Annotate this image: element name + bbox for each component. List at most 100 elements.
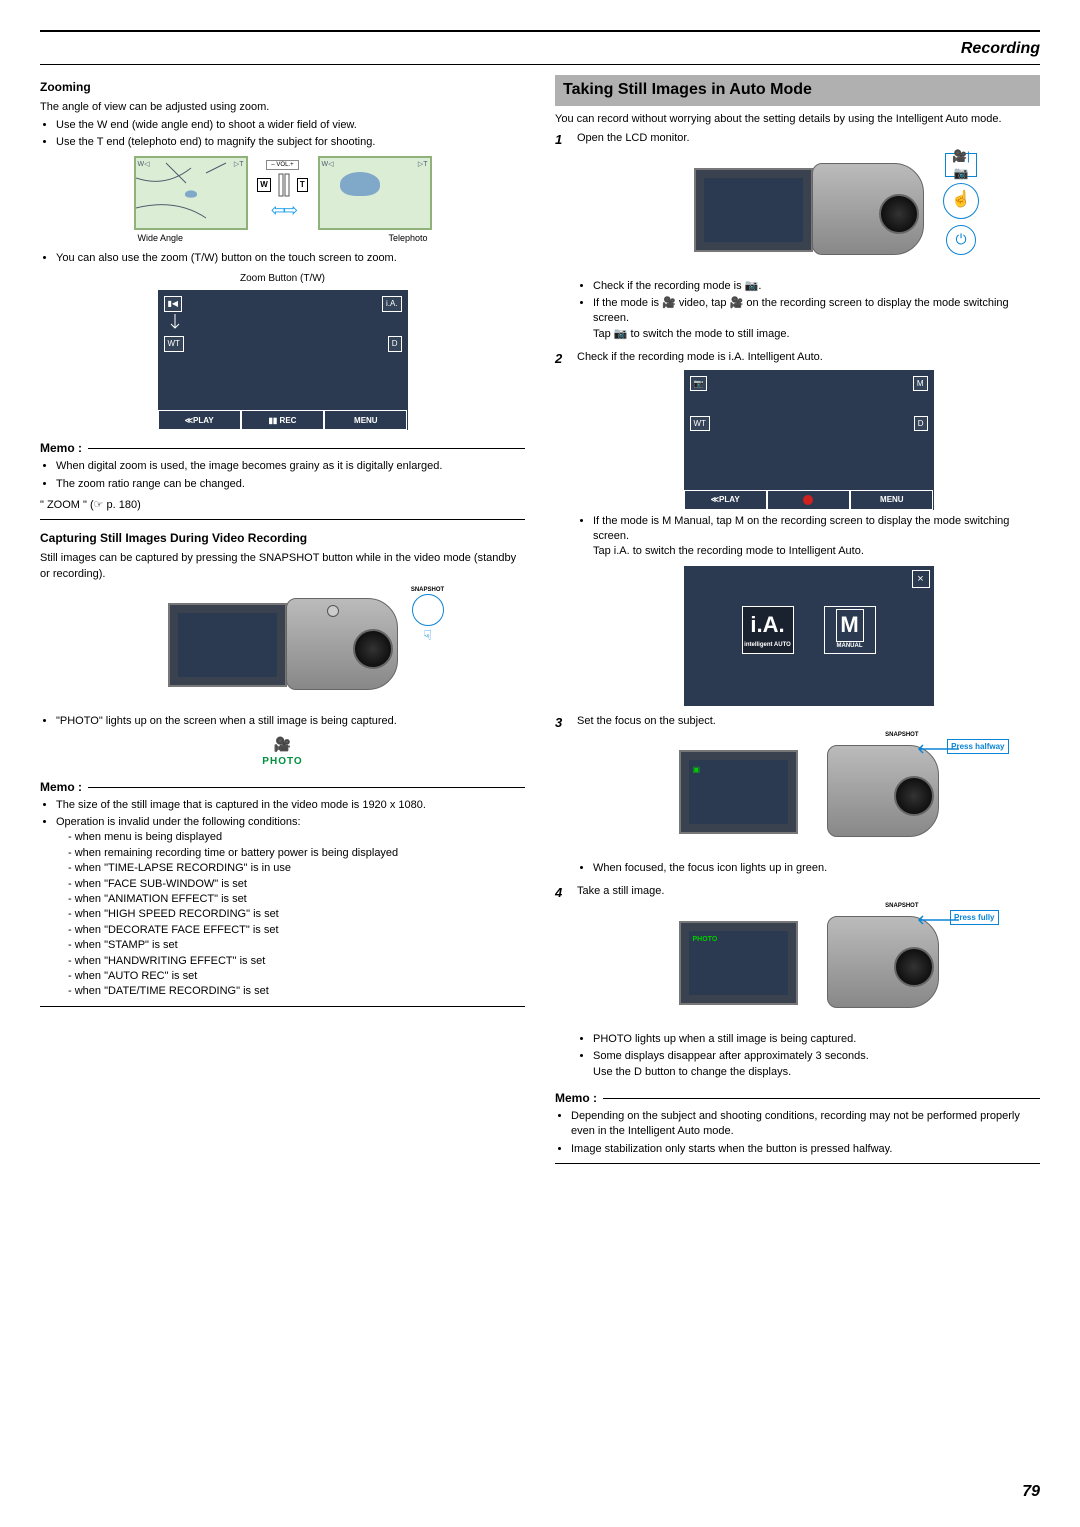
camcorder-diagram: 🎥|📷 ☝ ⏻ [694,153,924,273]
step-bullet: Check if the recording mode is 📷. [593,279,1040,294]
finger-icon: ☟ [398,626,458,646]
condition: - when "DECORATE FACE EFFECT" is set [68,923,525,938]
condition: - when menu is being displayed [68,830,525,845]
branches-icon [136,158,246,228]
mode-switch-screen: × i.A. intelligent AUTO M MANUAL [684,566,934,706]
manual-mode-button[interactable]: M MANUAL [824,606,876,654]
d-button[interactable]: D [914,416,928,431]
photo-bullet: "PHOTO" lights up on the screen when a s… [56,714,525,729]
arrow-icon [909,741,959,761]
zooming-bullet: Use the W end (wide angle end) to shoot … [56,118,525,133]
condition: - when "DATE/TIME RECORDING" is set [68,984,525,999]
still-video-toggle-icon: 🎥|📷 [945,153,977,177]
section-end-rule [40,519,525,520]
zoom-tele-panel: W◁ ▷T [318,156,432,230]
photo-indicator: 🎥 PHOTO [40,735,525,769]
top-rule [40,30,1040,32]
memo-rule [88,448,525,449]
power-circle-icon: ⏻ [946,225,976,255]
rec-dot-icon [803,495,813,505]
ia-icon: i.A. [382,296,402,311]
zooming-intro: The angle of view can be adjusted using … [40,100,525,115]
arrow-icon [909,912,959,932]
header-rule [40,64,1040,65]
rec-button[interactable]: ▮▮ REC [241,410,324,430]
close-icon[interactable]: × [912,570,930,588]
step-text: Take a still image. [577,885,664,897]
tele-icon: ▷T [418,160,428,170]
memo-bullet: The zoom ratio range can be changed. [56,477,525,492]
wt-button[interactable]: WT [690,416,710,431]
step-bullet-text: Some displays disappear after approximat… [593,1050,869,1062]
zooming-bullets: Use the W end (wide angle end) to shoot … [40,118,525,151]
photo-indicator-icon: PHOTO [693,935,718,945]
vol-label: – VOL.+ [266,160,298,170]
memo-rule [603,1098,1040,1099]
rec-button[interactable] [767,490,850,510]
memo-bullet: Image stabilization only starts when the… [571,1142,1040,1157]
ia-mode-button[interactable]: i.A. intelligent AUTO [742,606,794,654]
ia-caption: intelligent AUTO [744,641,791,649]
capture-intro: Still images can be captured by pressing… [40,551,525,582]
manual-icon: M [913,376,928,391]
memo-rule [88,787,525,788]
focus-icon: ▣ [693,764,701,775]
wt-button[interactable]: WT [164,336,184,351]
step-1: Open the LCD monitor. 🎥|📷 ☝ ⏻ [555,131,1040,342]
m-big-label: M [836,609,864,642]
memo-label: Memo : [555,1090,603,1107]
camcorder-diagram: ▣ Press halfway SNAPSHOT [679,735,939,855]
step-bullet: When focused, the focus icon lights up i… [593,861,1040,876]
condition: - when "HANDWRITING EFFECT" is set [68,954,525,969]
snapshot-button-icon [327,605,339,617]
step-4: Take a still image. PHOTO Press fully SN… [555,884,1040,1080]
step-3: Set the focus on the subject. ▣ Press ha… [555,714,1040,877]
step-2: Check if the recording mode is i.A. Inte… [555,350,1040,706]
right-column: Taking Still Images in Auto Mode You can… [555,75,1040,1174]
play-button[interactable]: ≪PLAY [684,490,767,510]
memo-bullet: Depending on the subject and shooting co… [571,1109,1040,1140]
memo-bullet: Operation is invalid under the following… [56,815,525,1000]
condition: - when "TIME-LAPSE RECORDING" is in use [68,861,525,876]
step-bullet: Some displays disappear after approximat… [593,1049,1040,1080]
wide-caption: Wide Angle [138,232,184,245]
manual-page: Recording Zooming The angle of view can … [0,0,1080,1527]
snapshot-label: SNAPSHOT [885,902,918,910]
play-button[interactable]: ≪PLAY [158,410,241,430]
camcorder-diagram: SNAPSHOT ☟ [168,588,398,708]
memo-bullet-text: Operation is invalid under the following… [56,816,301,828]
zoom-touch-bullet: You can also use the zoom (T/W) button o… [56,251,525,266]
zooming-bullet: Use the T end (telephoto end) to magnify… [56,135,525,150]
memo-bullet: When digital zoom is used, the image bec… [56,459,525,474]
zooming-title: Zooming [40,79,525,96]
zoom-touch-bullet-list: You can also use the zoom (T/W) button o… [40,251,525,266]
page-number: 79 [1022,1481,1040,1503]
d-button[interactable]: D [388,336,402,351]
snapshot-label: SNAPSHOT [885,731,918,739]
step2-lcd-screen: 📷 M WT D ≪PLAY MENU [684,370,934,510]
video-mode-icon: ▮◀ [164,296,183,311]
step-text: Check if the recording mode is i.A. Inte… [577,351,823,363]
memo-label: Memo : [40,779,88,796]
step-bullet: PHOTO lights up when a still image is be… [593,1032,1040,1047]
wide-icon: W◁ [322,160,334,170]
menu-button[interactable]: MENU [850,490,933,510]
zoom-button-caption: Zoom Button (T/W) [40,272,525,286]
condition: - when remaining recording time or batte… [68,846,525,861]
condition: - when "HIGH SPEED RECORDING" is set [68,907,525,922]
left-column: Zooming The angle of view can be adjuste… [40,75,525,1174]
memo-label: Memo : [40,440,88,457]
snapshot-label: SNAPSHOT [398,586,458,594]
t-label: T [297,178,308,191]
memo-bullet: The size of the still image that is capt… [56,798,525,813]
step-bullet-text: Tap 📷 to switch the mode to still image. [593,328,790,340]
zoom-memo-bullets: When digital zoom is used, the image bec… [40,459,525,492]
header-section-title: Recording [40,38,1040,60]
snapshot-figure: SNAPSHOT ☟ [40,588,525,708]
menu-button[interactable]: MENU [324,410,407,430]
steps-list: Open the LCD monitor. 🎥|📷 ☝ ⏻ [555,131,1040,1080]
tap-circle-icon: ☝ [943,183,979,219]
ia-big-label: i.A. [750,610,784,641]
zoom-arrows-icon: ⇦ ⇨ [271,198,294,223]
right-memo-bullets: Depending on the subject and shooting co… [555,1109,1040,1157]
